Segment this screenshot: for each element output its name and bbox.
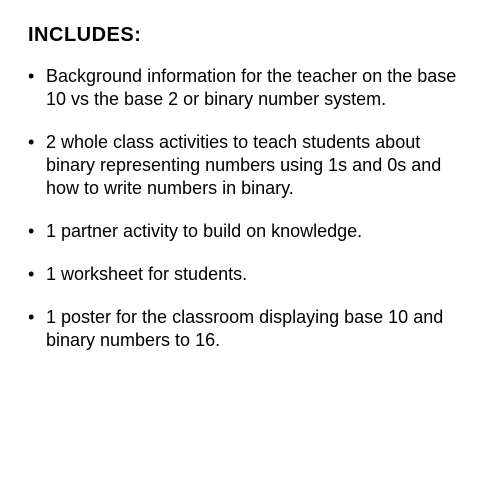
list-item: 1 poster for the classroom displaying ba… [28, 306, 472, 352]
list-item: 2 whole class activities to teach studen… [28, 131, 472, 200]
document-page: INCLUDES: Background information for the… [0, 0, 500, 500]
section-heading: INCLUDES: [28, 24, 472, 47]
list-item: Background information for the teacher o… [28, 65, 472, 111]
list-item: 1 partner activity to build on knowledge… [28, 220, 472, 243]
includes-list: Background information for the teacher o… [28, 65, 472, 352]
list-item: 1 worksheet for students. [28, 263, 472, 286]
